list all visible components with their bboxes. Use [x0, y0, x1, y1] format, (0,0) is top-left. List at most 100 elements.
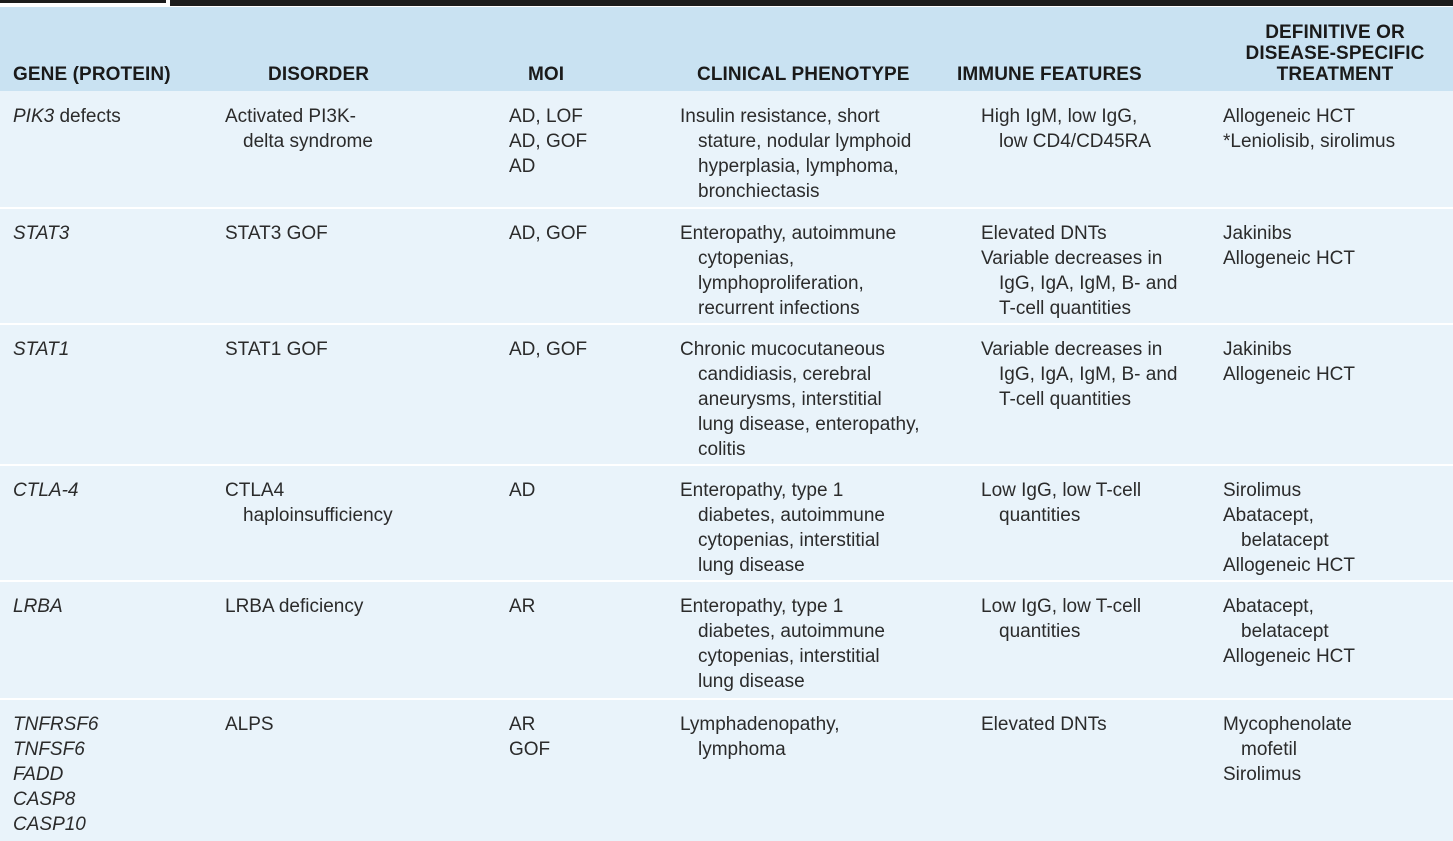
cell-gene: PIK3 defects — [13, 104, 121, 129]
cell-line: stature, nodular lymphoid — [698, 131, 912, 152]
cell-line: candidiasis, cerebral — [698, 364, 872, 385]
cell-line: Sirolimus — [1223, 764, 1302, 785]
cell-line: Low IgG, low T-cell — [981, 596, 1142, 617]
header-gene: GENE (PROTEIN) — [13, 64, 171, 85]
cell-phenotype: Enteropathy, type 1 diabetes, autoimmune c… — [680, 594, 885, 694]
cell-line: Variable decreases in — [981, 248, 1163, 269]
cell-disorder: LRBA deficiency — [225, 594, 363, 619]
cell-line: Elevated DNTs — [981, 223, 1107, 244]
cell-line: Low IgG, low T-cell — [981, 480, 1142, 501]
cell-phenotype: Chronic mucocutaneous candidiasis, cerebr… — [680, 337, 919, 462]
cell-line: belatacept — [1241, 621, 1329, 642]
cell-line: TNFRSF6 — [13, 714, 99, 735]
cell-line: STAT3 GOF — [225, 223, 328, 244]
cell-line: mofetil — [1241, 739, 1297, 760]
cell-line: Chronic mucocutaneous — [680, 339, 885, 360]
cell-moi: AR — [509, 594, 535, 619]
cell-line: delta syndrome — [243, 131, 373, 152]
cell-line: Allogeneic HCT — [1223, 555, 1355, 576]
cell-line: AD, GOF — [509, 131, 588, 152]
cell-phenotype: Enteropathy, autoimmune cytopenias, lympho… — [680, 221, 896, 321]
cell-line: FADD — [13, 764, 64, 785]
top-rule-left — [0, 0, 166, 3]
cell-line: Allogeneic HCT — [1223, 248, 1355, 269]
cell-line: T-cell quantities — [999, 389, 1132, 410]
cell-line: lung disease, enteropathy, — [698, 414, 920, 435]
header-moi: MOI — [528, 64, 565, 85]
cell-line: Jakinibs — [1223, 339, 1292, 360]
cell-line: cytopenias, interstitial — [698, 530, 880, 551]
cell-line: AD, GOF — [509, 339, 588, 360]
cell-line: LRBA deficiency — [225, 596, 364, 617]
cell-immune: High IgM, low IgG, low CD4/CD45RA — [981, 104, 1151, 154]
cell-line: T-cell quantities — [999, 298, 1132, 319]
cell-gene: TNFRSF6 TNFSF6 FADD CASP8 CASP10 — [13, 712, 99, 837]
cell-line: haploinsufficiency — [243, 505, 393, 526]
cell-line: STAT1 — [13, 339, 70, 360]
table-row: STAT3 STAT3 GOF AD, GOF Enteropathy, autoim… — [0, 209, 1453, 325]
cell-line: diabetes, autoimmune — [698, 621, 885, 642]
cell-line: Enteropathy, autoimmune — [680, 223, 897, 244]
cell-line: CTLA-4 — [13, 480, 79, 501]
table-row: PIK3 defects Activated PI3K-delta syndrom… — [0, 92, 1453, 209]
table-header: GENE (PROTEIN) DISORDER MOI CLINICAL PHE… — [0, 7, 1453, 91]
header-clinical-phenotype: CLINICAL PHENOTYPE — [697, 64, 910, 85]
cell-line: STAT3 — [13, 223, 70, 244]
cell-disorder: Activated PI3K-delta syndrome — [225, 104, 373, 154]
cell-treatment: Allogeneic HCT *Leniolisib, sirolimus — [1223, 104, 1395, 154]
cell-moi: AD, LOF AD, GOF AD — [509, 104, 587, 179]
cell-moi: AD — [509, 478, 535, 503]
cell-line: High IgM, low IgG, — [981, 106, 1138, 127]
cell-line: Allogeneic HCT — [1223, 106, 1355, 127]
cell-line: STAT1 GOF — [225, 339, 328, 360]
cell-line: quantities — [999, 621, 1081, 642]
header-disorder: DISORDER — [268, 64, 370, 85]
cell-gene: STAT3 — [13, 221, 69, 246]
cell-line: Sirolimus — [1223, 480, 1302, 501]
cell-line: AR — [509, 596, 536, 617]
cell-disorder: CTLA4 haploinsufficiency — [225, 478, 393, 528]
cell-phenotype: Lymphadenopathy, lymphoma — [680, 712, 840, 762]
cell-treatment: Sirolimus Abatacept, belatacept Allogeneic … — [1223, 478, 1355, 578]
cell-line: Allogeneic HCT — [1223, 364, 1355, 385]
gene-suffix: defects — [54, 106, 121, 127]
cell-line: Jakinibs — [1223, 223, 1292, 244]
cell-line: LRBA — [13, 596, 63, 617]
cell-immune: Low IgG, low T-cell quantities — [981, 478, 1141, 528]
cell-line: IgG, IgA, IgM, B- and — [999, 364, 1178, 385]
table-row: CTLA-4 CTLA4 haploinsufficiency AD Enteropat… — [0, 466, 1453, 582]
cell-line: PIK3 defects — [13, 104, 121, 129]
header-treatment-line3: TREATMENT — [1276, 64, 1394, 85]
cell-moi: AR GOF — [509, 712, 550, 762]
cell-line: CASP8 — [13, 789, 76, 810]
cell-line: Insulin resistance, short — [680, 106, 880, 127]
cell-line: aneurysms, interstitial — [698, 389, 882, 410]
cell-disorder: STAT1 GOF — [225, 337, 328, 362]
cell-line: lung disease — [698, 555, 805, 576]
cell-gene: CTLA-4 — [13, 478, 78, 503]
cell-gene: STAT1 — [13, 337, 69, 362]
cell-gene: LRBA — [13, 594, 63, 619]
cell-line: Enteropathy, type 1 — [680, 480, 844, 501]
cell-line: bronchiectasis — [698, 181, 820, 202]
cell-line: Lymphadenopathy, — [680, 714, 840, 735]
cell-line: cytopenias, — [698, 248, 795, 269]
cell-treatment: Mycophenolate mofetil Sirolimus — [1223, 712, 1352, 787]
cell-line: quantities — [999, 505, 1081, 526]
cell-line: AD — [509, 480, 536, 501]
cell-line: ALPS — [225, 714, 274, 735]
header-treatment: DEFINITIVE OR DISEASE-SPECIFIC TREATMENT — [1220, 22, 1450, 85]
cell-immune: Elevated DNTs — [981, 712, 1107, 737]
cell-treatment: Jakinibs Allogeneic HCT — [1223, 337, 1355, 387]
cell-phenotype: Insulin resistance, short stature, nodula… — [680, 104, 911, 204]
cell-line: Variable decreases in — [981, 339, 1163, 360]
header-treatment-line2: DISEASE-SPECIFIC — [1245, 43, 1425, 64]
gene-symbol: PIK3 — [13, 106, 55, 127]
header-treatment-line1: DEFINITIVE OR — [1265, 22, 1405, 43]
cell-line: CTLA4 — [225, 480, 285, 501]
cell-line: AD — [509, 156, 536, 177]
cell-immune: Elevated DNTs Variable decreases in IgG, I… — [981, 221, 1177, 321]
cell-line: Mycophenolate — [1223, 714, 1352, 735]
top-rule — [0, 0, 1453, 7]
cell-treatment: Abatacept, belatacept Allogeneic HCT — [1223, 594, 1355, 669]
